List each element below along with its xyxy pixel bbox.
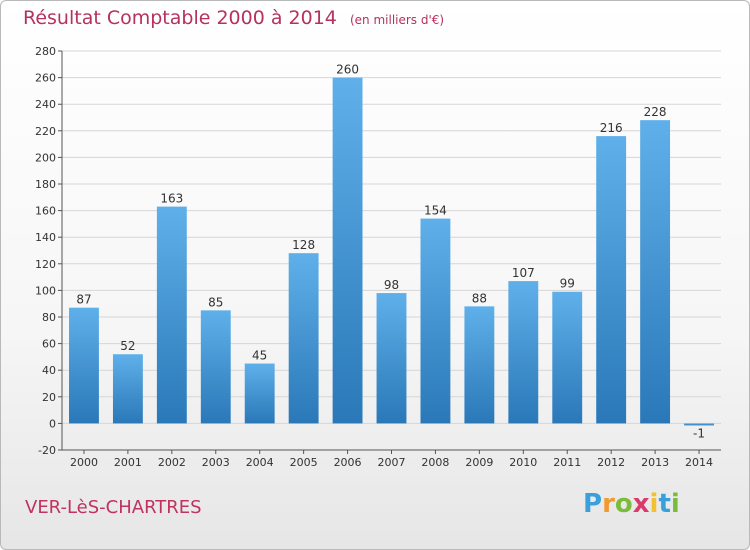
title-row: Résultat Comptable 2000 à 2014 (en milli… bbox=[23, 7, 444, 29]
x-tick-label: 2010 bbox=[509, 456, 537, 469]
y-tick-label: 60 bbox=[42, 338, 56, 351]
value-label-2003: 85 bbox=[208, 295, 223, 309]
bar-2011 bbox=[552, 291, 583, 424]
bar-2013 bbox=[640, 120, 671, 424]
y-tick-label: 140 bbox=[35, 231, 56, 244]
y-tick-label: 40 bbox=[42, 364, 56, 377]
bars bbox=[69, 77, 714, 426]
value-label-2006: 260 bbox=[336, 63, 359, 77]
value-label-2007: 98 bbox=[384, 278, 399, 292]
logo-letter: o bbox=[614, 489, 633, 519]
y-tick-label: -20 bbox=[38, 444, 56, 457]
value-label-2004: 45 bbox=[252, 349, 267, 363]
y-tick-label: 160 bbox=[35, 205, 56, 218]
x-tick-label: 2013 bbox=[641, 456, 669, 469]
x-tick-label: 2005 bbox=[290, 456, 318, 469]
x-tick-label: 2001 bbox=[114, 456, 142, 469]
value-label-2009: 88 bbox=[472, 291, 487, 305]
y-tick-label: 280 bbox=[35, 45, 56, 58]
bar-2012 bbox=[596, 136, 627, 424]
bar-2014 bbox=[684, 423, 714, 426]
y-tick-label: 200 bbox=[35, 151, 56, 164]
bar-2007 bbox=[376, 293, 407, 424]
x-tick-label: 2003 bbox=[202, 456, 230, 469]
y-tick-label: 100 bbox=[35, 284, 56, 297]
value-label-2002: 163 bbox=[160, 192, 183, 206]
value-label-2010: 107 bbox=[512, 266, 535, 280]
bar-2001 bbox=[112, 354, 143, 424]
x-tick-label: 2014 bbox=[685, 456, 713, 469]
y-tick-label: 120 bbox=[35, 258, 56, 271]
x-tick-label: 2012 bbox=[597, 456, 625, 469]
y-tick-label: 0 bbox=[49, 417, 56, 430]
bar-2009 bbox=[464, 306, 495, 424]
y-tick-label: 240 bbox=[35, 98, 56, 111]
logo-letter: r bbox=[602, 489, 615, 519]
axes: -20 0 20 40 60 80 100 120 140 160 180 200 220 240 260 2… bbox=[35, 45, 721, 469]
x-tick-label: 2000 bbox=[70, 456, 98, 469]
logo-letter: i bbox=[670, 489, 680, 519]
value-label-2000: 87 bbox=[76, 293, 91, 307]
y-tick-label: 20 bbox=[42, 391, 56, 404]
y-tick-label: 180 bbox=[35, 178, 56, 191]
bar-2005 bbox=[288, 253, 319, 424]
bar-2002 bbox=[156, 206, 187, 424]
bar-2010 bbox=[508, 281, 539, 424]
y-tick-label: 80 bbox=[42, 311, 56, 324]
bar-2000 bbox=[69, 307, 99, 424]
y-tick-label: 220 bbox=[35, 125, 56, 138]
bar-2004 bbox=[244, 363, 275, 424]
bar-2008 bbox=[420, 218, 451, 424]
x-tick-label: 2007 bbox=[378, 456, 406, 469]
bar-2006 bbox=[332, 77, 363, 424]
x-tick-label: 2002 bbox=[158, 456, 186, 469]
commune-name: VER-LèS-CHARTRES bbox=[25, 497, 202, 518]
bar-2003 bbox=[200, 310, 231, 424]
value-label-2014: -1 bbox=[693, 426, 705, 440]
x-tick-label: 2006 bbox=[334, 456, 362, 469]
x-tick-label: 2011 bbox=[553, 456, 581, 469]
x-tick-label: 2008 bbox=[421, 456, 449, 469]
logo-letter: i bbox=[649, 489, 659, 519]
value-label-2013: 228 bbox=[644, 105, 667, 119]
x-tick-label: 2009 bbox=[465, 456, 493, 469]
x-tick-label: 2004 bbox=[246, 456, 274, 469]
proxiti-logo: Proxiti bbox=[583, 489, 680, 519]
logo-letter: x bbox=[632, 489, 650, 519]
value-label-2011: 99 bbox=[560, 277, 575, 291]
logo-letter: P bbox=[583, 489, 603, 519]
value-labels: 87 52 163 85 45 128 260 98 154 88 107 99 216 228 -1 bbox=[76, 63, 705, 441]
logo-letter: t bbox=[658, 489, 671, 519]
chart-subtitle: (en milliers d'€) bbox=[349, 13, 445, 27]
value-label-2008: 154 bbox=[424, 204, 447, 218]
value-label-2012: 216 bbox=[600, 121, 623, 135]
y-tick-label: 260 bbox=[35, 72, 56, 85]
chart-title: Résultat Comptable 2000 à 2014 bbox=[23, 7, 337, 29]
value-label-2001: 52 bbox=[120, 339, 135, 353]
value-label-2005: 128 bbox=[292, 238, 315, 252]
